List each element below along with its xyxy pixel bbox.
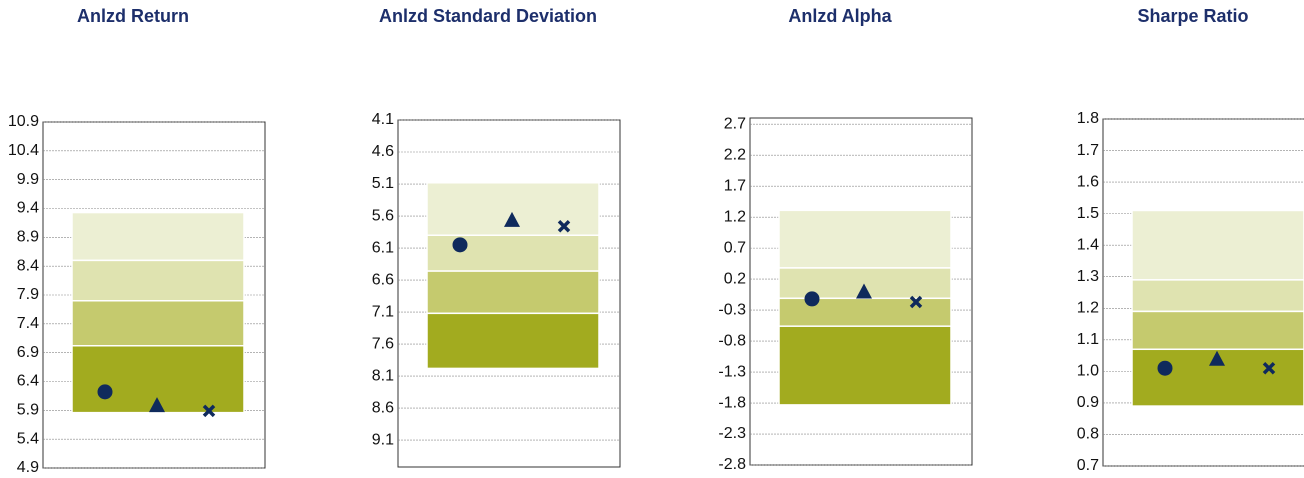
y-tick-label: 1.8 [1077,110,1099,127]
quartile-band [71,259,245,302]
y-tick-label: 8.4 [17,257,39,274]
y-tick-label: 8.9 [17,229,39,246]
y-tick-label: 2.7 [724,115,746,132]
marker-circle [97,384,113,400]
quartile-band [778,209,952,269]
y-tick-label: -1.8 [718,394,746,411]
y-tick-label: 4.1 [372,111,394,128]
chart-title: Sharpe Ratio [1137,6,1248,26]
y-tick-label: 9.9 [17,171,39,188]
chart-title: Anlzd Alpha [788,6,892,26]
y-tick-label: 5.9 [17,402,39,419]
y-tick-label: 9.1 [372,431,394,448]
y-tick-label: 8.1 [372,367,394,384]
marker-triangle [504,211,520,227]
quartile-band [778,325,952,406]
y-tick-label: 6.1 [372,239,394,256]
y-tick-label: 4.9 [17,459,39,476]
y-tick-label: 6.9 [17,344,39,361]
marker-triangle [1209,350,1225,366]
y-tick-label: 1.0 [1077,363,1099,380]
marker-triangle [856,283,872,299]
quartile-band [426,234,600,272]
y-tick-label: -0.3 [718,301,746,318]
y-tick-label: -0.8 [718,332,746,349]
y-tick-label: 7.9 [17,286,39,303]
y-tick-label: 1.1 [1077,331,1099,348]
y-tick-label: 0.7 [1077,457,1099,474]
y-tick-label: 8.6 [372,399,394,416]
y-tick-label: 9.4 [17,200,39,217]
quartile-band [778,297,952,327]
quartile-band [426,181,600,236]
marker-cross [202,404,216,418]
chart-title: Anlzd Return [77,6,189,26]
y-tick-label: 10.4 [8,142,39,159]
y-tick-label: 1.6 [1077,173,1099,190]
y-tick-label: 1.5 [1077,205,1099,222]
marker-circle [1157,360,1173,376]
marker-cross [1262,361,1276,375]
marker-cross [557,220,571,233]
y-tick-label: 5.6 [372,207,394,224]
y-tick-label: -1.3 [718,363,746,380]
marker-circle [452,237,468,253]
y-tick-label: -2.8 [718,456,746,473]
y-tick-label: 2.2 [724,146,746,163]
y-tick-label: 1.4 [1077,236,1099,253]
y-tick-label: 0.8 [1077,426,1099,443]
quartile-band [71,300,245,347]
y-tick-label: 1.2 [724,208,746,225]
y-tick-label: 1.2 [1077,299,1099,316]
marker-cross [909,295,923,309]
y-tick-label: 10.9 [8,113,39,130]
y-tick-label: 7.1 [372,303,394,320]
y-tick-label: 7.6 [372,335,394,352]
quartile-band [1131,310,1304,351]
y-tick-label: 0.9 [1077,394,1099,411]
y-tick-label: 6.6 [372,271,394,288]
y-tick-label: 1.7 [724,177,746,194]
y-tick-label: 7.4 [17,315,39,332]
chart-title: Anlzd Standard Deviation [379,6,597,26]
y-tick-label: 0.7 [724,239,746,256]
marker-triangle [149,397,165,413]
quartile-band [426,270,600,315]
y-tick-label: 1.7 [1077,142,1099,159]
y-tick-label: 1.3 [1077,268,1099,285]
y-tick-label: 0.2 [724,270,746,287]
y-tick-label: 5.1 [372,175,394,192]
y-tick-label: 6.4 [17,373,39,390]
y-tick-label: 4.6 [372,143,394,160]
y-tick-label: 5.4 [17,430,39,447]
quartile-band [1131,279,1304,313]
marker-circle [804,291,820,307]
quartile-band [426,312,600,370]
y-tick-label: -2.3 [718,425,746,442]
quartile-band [71,211,245,262]
quartile-band [1131,209,1304,281]
